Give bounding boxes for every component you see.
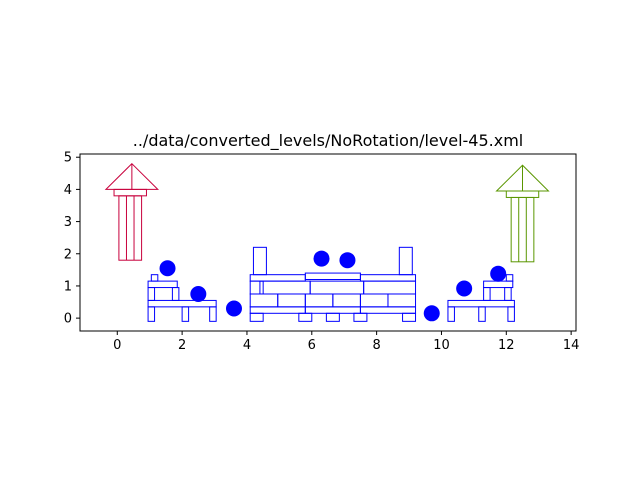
x-tick-label: 12 xyxy=(498,338,515,353)
y-tick-label: 4 xyxy=(64,183,72,198)
block xyxy=(181,306,190,322)
axes-frame xyxy=(79,153,577,332)
block xyxy=(249,293,279,308)
y-tick-label: 0 xyxy=(64,312,72,327)
block xyxy=(147,280,178,289)
block xyxy=(398,246,413,276)
block xyxy=(483,287,491,301)
arrow-cap xyxy=(113,188,147,197)
data-point xyxy=(313,250,330,267)
block xyxy=(304,272,361,281)
block xyxy=(298,312,313,322)
arrow-marker xyxy=(104,162,160,261)
block xyxy=(359,293,389,308)
x-tick-label: 8 xyxy=(372,338,380,353)
block xyxy=(249,274,306,282)
x-tick-label: 10 xyxy=(433,338,450,353)
block xyxy=(171,287,180,301)
data-point xyxy=(190,285,207,302)
data-point xyxy=(456,280,473,297)
chart-title: ../data/converted_levels/NoRotation/leve… xyxy=(133,131,523,151)
block xyxy=(304,293,334,308)
block xyxy=(147,287,156,301)
data-point xyxy=(423,305,440,322)
block xyxy=(447,299,515,308)
block xyxy=(147,306,156,322)
block xyxy=(507,306,515,322)
y-tick-label: 3 xyxy=(64,215,72,230)
block xyxy=(147,299,217,308)
block xyxy=(252,246,267,276)
y-tick-label: 5 xyxy=(64,151,72,166)
block xyxy=(249,306,306,314)
block xyxy=(359,306,417,314)
x-tick-label: 14 xyxy=(563,338,580,353)
block xyxy=(249,312,264,322)
arrow-shaft xyxy=(118,195,143,261)
block xyxy=(150,274,159,282)
data-point xyxy=(339,252,356,269)
x-tick-label: 2 xyxy=(178,338,186,353)
block xyxy=(363,280,417,295)
block xyxy=(359,274,417,282)
arrow-marker xyxy=(495,164,550,263)
arrow-shaft xyxy=(510,196,535,263)
block xyxy=(304,306,361,314)
plot-area xyxy=(104,162,550,322)
block xyxy=(209,306,217,322)
block xyxy=(259,280,264,295)
block xyxy=(332,293,361,308)
block xyxy=(447,306,455,322)
block xyxy=(277,293,306,308)
x-tick-label: 0 xyxy=(113,338,121,353)
block xyxy=(309,280,365,295)
y-tick-label: 2 xyxy=(64,247,72,262)
block xyxy=(478,306,486,322)
data-point xyxy=(225,300,242,317)
data-point xyxy=(490,265,507,282)
block xyxy=(483,280,514,289)
block xyxy=(387,293,417,308)
block xyxy=(353,312,368,322)
block xyxy=(402,312,417,322)
y-tick-label: 1 xyxy=(64,279,72,294)
block xyxy=(504,287,512,301)
block xyxy=(505,274,514,282)
block xyxy=(325,312,340,322)
x-tick-label: 6 xyxy=(308,338,316,353)
arrow-cap xyxy=(505,190,540,198)
data-point xyxy=(159,260,176,277)
x-tick-label: 4 xyxy=(243,338,251,353)
block xyxy=(249,280,311,295)
